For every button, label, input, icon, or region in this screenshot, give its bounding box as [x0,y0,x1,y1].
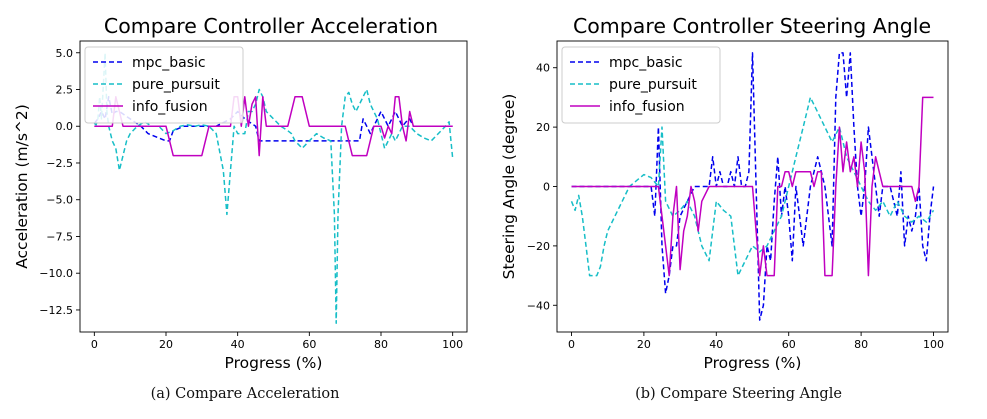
plot-area [570,52,935,321]
y-tick-label: 0.0 [56,120,74,133]
legend-box [561,46,721,124]
x-tick-label: 60 [302,338,316,351]
x-tick-label: 80 [854,338,868,351]
acceleration-chart: Compare Controller Acceleration 0 20 40 60 80… [13,14,468,372]
legend-label-mpc-basic: mpc_basic [132,55,206,71]
y-tick-label: −40 [527,299,550,312]
caption-acceleration: (a) Compare Acceleration [150,386,340,402]
legend-box [84,46,244,124]
x-tick-label: 40 [231,338,245,351]
y-tick-label: 2.5 [56,84,74,97]
acceleration-chart-panel: Compare Controller Acceleration 0 20 40 60 80… [0,0,490,419]
y-tick-label: −12.5 [39,304,73,317]
x-axis-label: Progress (%) [225,354,323,372]
x-tick-label: 100 [442,338,463,351]
x-tick-label: 80 [374,338,388,351]
series-line-info-fusion [571,96,934,277]
caption-steering: (b) Compare Steering Angle [635,386,842,402]
series-line-info-fusion [94,96,453,157]
y-axis-label: Steering Angle (degree) [500,94,518,280]
x-tick-label: 0 [568,338,575,351]
y-tick-label: −5.0 [46,194,73,207]
series-line-pure-pursuit [570,96,935,277]
series-line-mpc-basic [93,96,453,142]
legend: mpc_basic pure_pursuit info_fusion [84,46,244,124]
chart-title: Compare Controller Steering Angle [573,14,931,38]
x-axis-label: Progress (%) [704,354,802,372]
y-axis-label: Acceleration (m/s^2) [13,104,31,269]
legend-label-info-fusion: info_fusion [132,99,208,115]
plot-area [93,52,454,324]
steering-chart: Compare Controller Steering Angle 0 20 40 60… [500,14,949,372]
y-tick-label: −20 [527,240,550,253]
x-tick-label: 60 [782,338,796,351]
y-tick-label: 5.0 [56,47,74,60]
x-tick-label: 40 [709,338,723,351]
y-tick-label: −10.0 [39,267,73,280]
legend-label-pure-pursuit: pure_pursuit [609,77,697,93]
steering-chart-panel: Compare Controller Steering Angle 0 20 40 60… [490,0,987,419]
legend-label-pure-pursuit: pure_pursuit [132,77,220,93]
axes-frame [79,40,468,333]
y-tick-label: −2.5 [46,157,73,170]
legend: mpc_basic pure_pursuit info_fusion [561,46,721,124]
legend-label-mpc-basic: mpc_basic [609,55,683,71]
y-tick-label: 0 [543,181,550,194]
x-tick-label: 20 [159,338,173,351]
chart-title: Compare Controller Acceleration [104,14,438,38]
x-tick-label: 20 [637,338,651,351]
y-tick-label: 20 [536,121,550,134]
y-tick-label: −7.5 [46,230,73,243]
series-line-pure-pursuit [93,52,454,324]
x-tick-label: 0 [91,338,98,351]
x-tick-label: 100 [923,338,944,351]
legend-label-info-fusion: info_fusion [609,99,685,115]
y-tick-label: 40 [536,62,550,75]
